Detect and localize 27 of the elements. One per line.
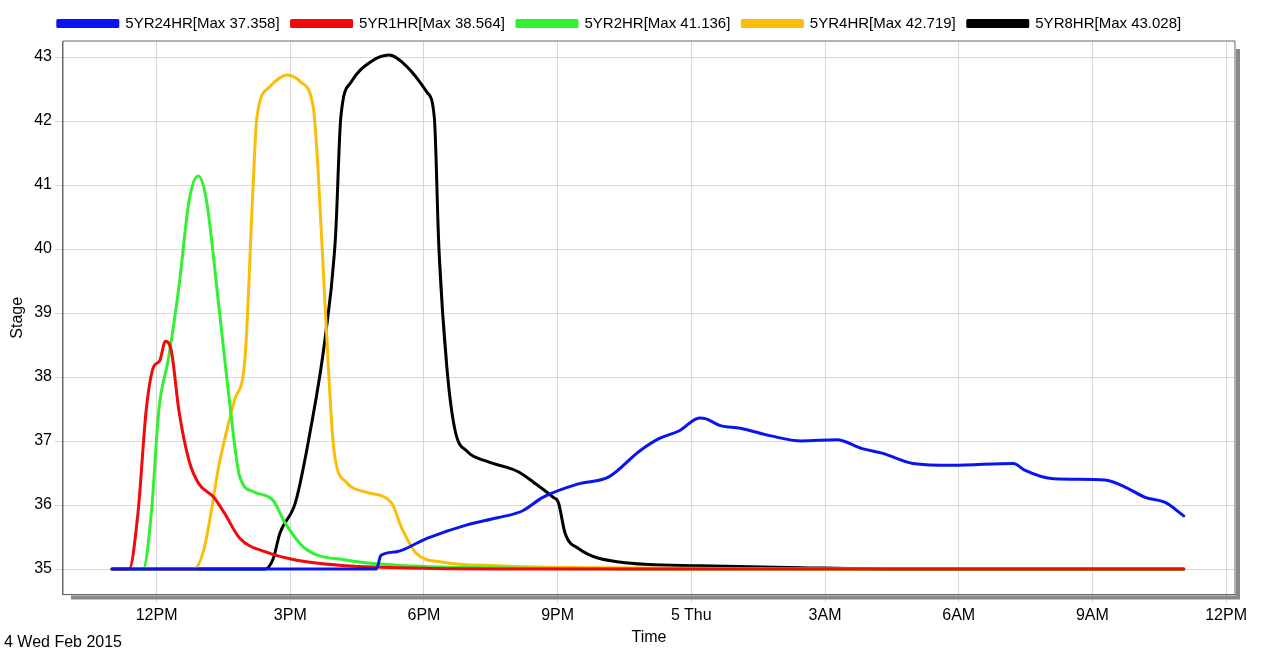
legend-label: 5YR2HR[Max 41.136] bbox=[584, 13, 731, 31]
y-tick-label: 39 bbox=[34, 303, 53, 321]
y-tick-label: 35 bbox=[34, 559, 53, 577]
x-tick-label: 3AM bbox=[808, 605, 842, 623]
x-axis-title: Time bbox=[631, 627, 667, 645]
y-tick-label: 41 bbox=[34, 175, 53, 193]
x-tick-label: 12PM bbox=[135, 605, 178, 623]
y-tick-label: 37 bbox=[34, 431, 53, 449]
x-tick-label: 5 Thu bbox=[671, 605, 712, 623]
x-tick-label: 6PM bbox=[407, 605, 441, 623]
y-tick-label: 42 bbox=[34, 111, 53, 129]
line-series bbox=[110, 416, 1186, 571]
y-tick-label: 36 bbox=[34, 495, 53, 513]
x-tick-label: 12PM bbox=[1205, 605, 1247, 623]
x-tick-label: 6AM bbox=[942, 605, 976, 623]
y-axis-title: Stage bbox=[8, 296, 26, 339]
y-tick-label: 40 bbox=[34, 239, 53, 257]
legend-label: 5YR1HR[Max 38.564] bbox=[359, 13, 505, 31]
legend-label: 5YR4HR[Max 42.719] bbox=[809, 13, 956, 31]
text: 4 Wed Feb 2015 bbox=[4, 633, 123, 651]
legend-label: 5YR24HR[Max 37.358] bbox=[125, 13, 280, 31]
y-tick-label: 43 bbox=[34, 47, 53, 65]
legend-label: 5YR8HR[Max 43.028] bbox=[1035, 13, 1182, 31]
y-tick-label: 38 bbox=[34, 367, 53, 385]
x-tick-label: 3PM bbox=[273, 605, 307, 623]
x-tick-label: 9PM bbox=[541, 605, 575, 623]
x-tick-label: 9AM bbox=[1075, 605, 1109, 623]
